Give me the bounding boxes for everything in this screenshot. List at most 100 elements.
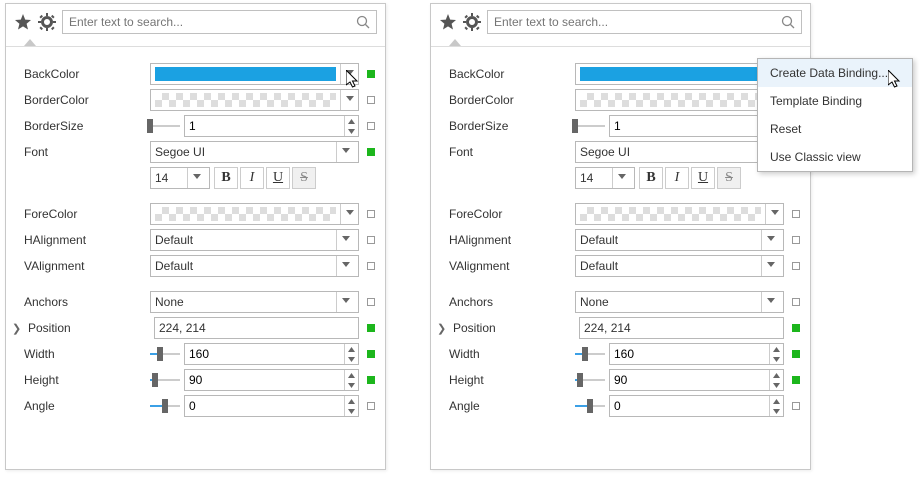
width-input[interactable] (609, 343, 784, 365)
data-binding-marker[interactable] (367, 402, 375, 410)
spinner[interactable] (344, 396, 358, 416)
position-input[interactable]: 224, 214 (154, 317, 359, 339)
data-binding-marker[interactable] (367, 96, 375, 104)
backcolor-dropdown[interactable] (575, 63, 784, 85)
slider[interactable] (150, 115, 180, 137)
data-binding-marker[interactable] (792, 402, 800, 410)
dropdown-arrow-icon[interactable] (761, 256, 779, 276)
data-binding-marker[interactable] (367, 236, 375, 244)
spinner[interactable] (344, 370, 358, 390)
data-binding-marker[interactable] (367, 148, 375, 156)
bordercolor-dropdown[interactable] (150, 89, 359, 111)
slider[interactable] (575, 395, 605, 417)
dropdown-arrow-icon[interactable] (340, 64, 358, 84)
spinner[interactable] (344, 116, 358, 136)
data-binding-marker[interactable] (792, 376, 800, 384)
dropdown-arrow-icon[interactable] (765, 204, 783, 224)
bordercolor-dropdown[interactable] (575, 89, 784, 111)
favorites-star-icon[interactable] (14, 13, 32, 31)
slider[interactable] (150, 343, 180, 365)
menu-reset[interactable]: Reset (758, 115, 912, 143)
prop-label-bordercolor: BorderColor (24, 93, 144, 107)
slider[interactable] (575, 115, 605, 137)
valign-dropdown[interactable]: Default (150, 255, 359, 277)
bold-button[interactable]: B (214, 167, 238, 189)
strike-button[interactable]: S (292, 167, 316, 189)
menu-template-binding[interactable]: Template Binding (758, 87, 912, 115)
italic-button[interactable]: I (240, 167, 264, 189)
angle-input[interactable] (609, 395, 784, 417)
data-binding-marker[interactable] (792, 262, 800, 270)
data-binding-marker[interactable] (367, 298, 375, 306)
data-binding-marker[interactable] (367, 210, 375, 218)
anchors-dropdown[interactable]: None (575, 291, 784, 313)
underline-button[interactable]: U (266, 167, 290, 189)
prop-label-angle: Angle (24, 399, 144, 413)
prop-label-position: Position (28, 321, 148, 335)
font-family-dropdown[interactable]: Segoe UI (575, 141, 784, 163)
settings-gear-icon[interactable] (38, 13, 56, 31)
height-input[interactable] (609, 369, 784, 391)
slider[interactable] (150, 369, 180, 391)
data-binding-marker[interactable] (792, 236, 800, 244)
italic-button[interactable]: I (665, 167, 689, 189)
settings-gear-icon[interactable] (463, 13, 481, 31)
data-binding-marker[interactable] (367, 350, 375, 358)
search-input[interactable] (62, 10, 377, 34)
spinner[interactable] (769, 344, 783, 364)
dropdown-arrow-icon[interactable] (336, 292, 354, 312)
prop-label-valign: VAlignment (449, 259, 569, 273)
position-expander[interactable]: ❯ (437, 322, 447, 335)
data-binding-marker[interactable] (792, 350, 800, 358)
dropdown-arrow-icon[interactable] (336, 142, 354, 162)
bordersize-input[interactable] (184, 115, 359, 137)
font-family-dropdown[interactable]: Segoe UI (150, 141, 359, 163)
data-binding-marker[interactable] (367, 324, 375, 332)
forecolor-dropdown[interactable] (575, 203, 784, 225)
dropdown-arrow-icon[interactable] (340, 204, 358, 224)
slider[interactable] (575, 343, 605, 365)
position-input[interactable]: 224, 214 (579, 317, 784, 339)
position-expander[interactable]: ❯ (12, 322, 22, 335)
dropdown-arrow-icon[interactable] (612, 168, 630, 188)
dropdown-arrow-icon[interactable] (761, 230, 779, 250)
dropdown-arrow-icon[interactable] (336, 256, 354, 276)
prop-label-anchors: Anchors (24, 295, 144, 309)
search-input[interactable] (487, 10, 802, 34)
data-binding-marker[interactable] (792, 324, 800, 332)
data-binding-marker[interactable] (367, 122, 375, 130)
slider[interactable] (575, 369, 605, 391)
strike-button[interactable]: S (717, 167, 741, 189)
data-binding-marker[interactable] (367, 376, 375, 384)
menu-create-binding[interactable]: Create Data Binding... (758, 59, 912, 87)
font-size-dropdown[interactable]: 14 (575, 167, 635, 189)
spinner[interactable] (769, 396, 783, 416)
data-binding-marker[interactable] (367, 70, 375, 78)
font-size-dropdown[interactable]: 14 (150, 167, 210, 189)
height-input[interactable] (184, 369, 359, 391)
backcolor-dropdown[interactable] (150, 63, 359, 85)
width-input[interactable] (184, 343, 359, 365)
spinner[interactable] (344, 344, 358, 364)
underline-button[interactable]: U (691, 167, 715, 189)
prop-label-angle: Angle (449, 399, 569, 413)
dropdown-arrow-icon[interactable] (336, 230, 354, 250)
forecolor-dropdown[interactable] (150, 203, 359, 225)
data-binding-marker[interactable] (792, 298, 800, 306)
spinner[interactable] (769, 370, 783, 390)
favorites-star-icon[interactable] (439, 13, 457, 31)
halign-dropdown[interactable]: Default (150, 229, 359, 251)
angle-input[interactable] (184, 395, 359, 417)
halign-dropdown[interactable]: Default (575, 229, 784, 251)
data-binding-marker[interactable] (367, 262, 375, 270)
dropdown-arrow-icon[interactable] (340, 90, 358, 110)
valign-dropdown[interactable]: Default (575, 255, 784, 277)
slider[interactable] (150, 395, 180, 417)
prop-label-forecolor: ForeColor (24, 207, 144, 221)
anchors-dropdown[interactable]: None (150, 291, 359, 313)
data-binding-marker[interactable] (792, 210, 800, 218)
bold-button[interactable]: B (639, 167, 663, 189)
menu-classic-view[interactable]: Use Classic view (758, 143, 912, 171)
dropdown-arrow-icon[interactable] (187, 168, 205, 188)
dropdown-arrow-icon[interactable] (761, 292, 779, 312)
